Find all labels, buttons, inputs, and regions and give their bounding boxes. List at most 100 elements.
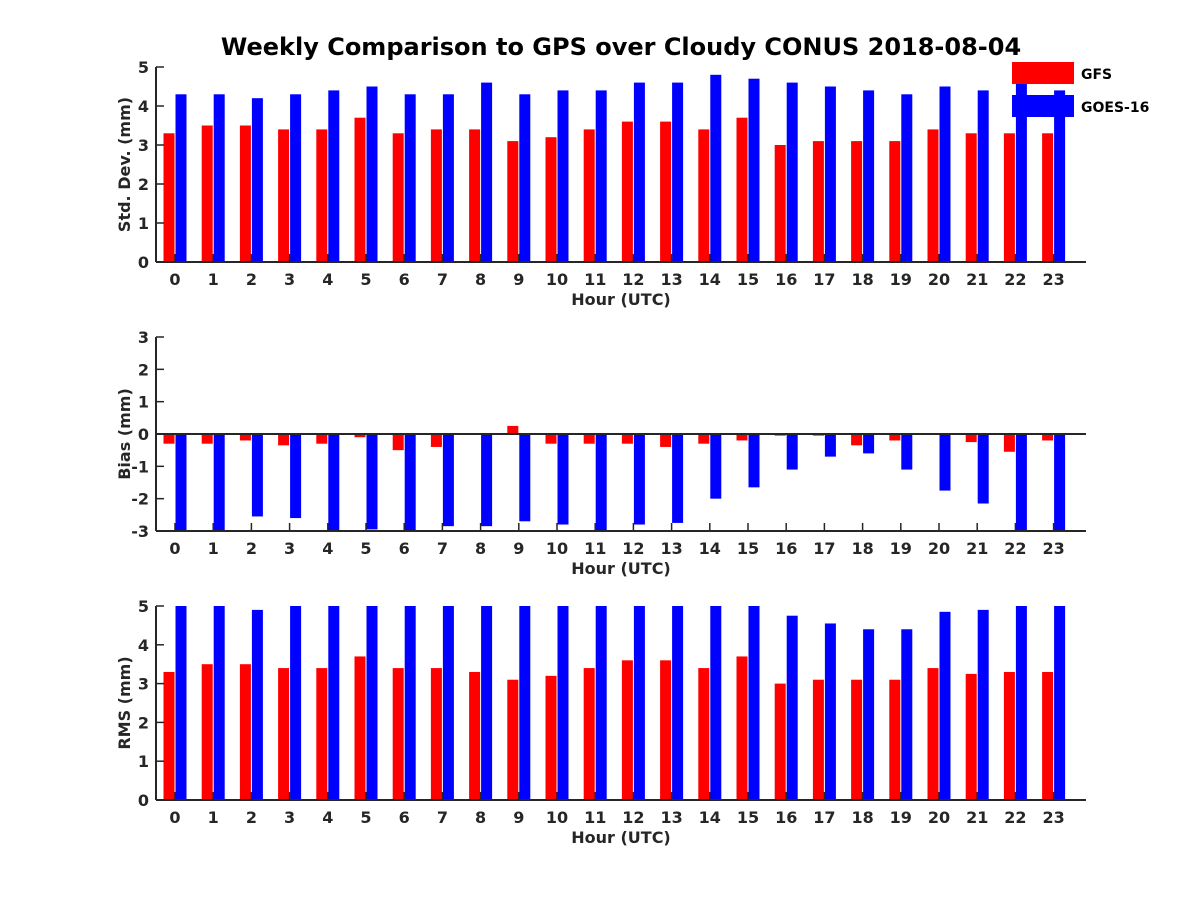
bar-goes-16-hour-19	[901, 629, 913, 800]
bar-goes-16-hour-16	[786, 82, 798, 262]
bar-goes-16-hour-8	[481, 434, 493, 527]
bar-gfs-hour-19	[889, 679, 901, 800]
x-tick-label: 0	[169, 539, 180, 558]
y-tick-label: 3	[138, 675, 149, 694]
bar-gfs-hour-10	[545, 675, 557, 800]
x-tick-label: 15	[737, 808, 759, 827]
bar-goes-16-hour-18	[863, 434, 875, 454]
bar-goes-16-hour-7	[442, 606, 454, 800]
x-tick-label: 23	[1042, 270, 1064, 289]
x-tick-label: 4	[322, 270, 333, 289]
bar-goes-16-hour-10	[557, 90, 569, 263]
bar-goes-16-hour-17	[824, 623, 836, 800]
bar-goes-16-hour-0	[175, 434, 187, 531]
bar-goes-16-hour-16	[786, 615, 798, 800]
bar-gfs-hour-10	[545, 137, 557, 262]
y-tick-label: -3	[131, 522, 149, 541]
x-tick-label: 3	[284, 270, 295, 289]
bar-goes-16-hour-14	[710, 74, 722, 262]
x-tick-label: 14	[699, 808, 721, 827]
bar-gfs-hour-3	[278, 434, 290, 446]
bar-gfs-hour-4	[316, 129, 328, 262]
x-tick-label: 3	[284, 808, 295, 827]
bar-gfs-hour-23	[1042, 434, 1054, 441]
x-tick-label: 16	[775, 270, 797, 289]
bar-goes-16-hour-5	[366, 606, 378, 800]
bar-goes-16-hour-8	[481, 606, 493, 800]
bar-gfs-hour-22	[1003, 671, 1015, 800]
bar-goes-16-hour-15	[748, 78, 760, 262]
bar-gfs-hour-0	[163, 434, 175, 444]
bar-goes-16-hour-9	[519, 606, 531, 800]
bar-goes-16-hour-11	[595, 90, 607, 263]
bar-goes-16-hour-5	[366, 434, 378, 530]
x-tick-label: 12	[622, 270, 644, 289]
x-tick-label: 16	[775, 808, 797, 827]
x-tick-label: 21	[966, 808, 988, 827]
x-tick-label: 1	[208, 808, 219, 827]
x-axis-label: Hour (UTC)	[571, 828, 671, 847]
bar-gfs-hour-16	[774, 683, 786, 800]
x-tick-label: 11	[584, 539, 606, 558]
bar-gfs-hour-4	[316, 668, 328, 800]
bar-goes-16-hour-16	[786, 434, 798, 470]
bar-gfs-hour-12	[621, 434, 633, 444]
y-tick-label: 5	[138, 597, 149, 616]
bar-goes-16-hour-10	[557, 434, 569, 525]
y-tick-label: -1	[131, 457, 149, 476]
x-tick-label: 10	[546, 539, 568, 558]
bar-goes-16-hour-20	[939, 434, 951, 491]
y-axis-label: Std. Dev. (mm)	[115, 97, 134, 232]
bar-goes-16-hour-7	[442, 434, 454, 527]
y-tick-label: 0	[138, 791, 149, 810]
x-tick-label: 20	[928, 270, 950, 289]
x-tick-label: 22	[1004, 270, 1026, 289]
bar-goes-16-hour-2	[251, 98, 263, 262]
x-tick-label: 6	[399, 808, 410, 827]
bar-goes-16-hour-4	[328, 606, 340, 800]
bar-gfs-hour-20	[927, 129, 939, 262]
x-tick-label: 19	[890, 539, 912, 558]
x-tick-label: 3	[284, 539, 295, 558]
bar-goes-16-hour-6	[404, 434, 416, 531]
bar-gfs-hour-14	[698, 434, 710, 444]
x-tick-label: 11	[584, 808, 606, 827]
x-tick-label: 8	[475, 808, 486, 827]
x-tick-label: 13	[660, 270, 682, 289]
bar-gfs-hour-3	[278, 129, 290, 262]
bar-gfs-hour-18	[851, 141, 863, 262]
y-tick-label: 2	[138, 175, 149, 194]
x-tick-label: 18	[851, 270, 873, 289]
x-tick-label: 9	[513, 270, 524, 289]
bar-gfs-hour-4	[316, 434, 328, 444]
bar-goes-16-hour-0	[175, 606, 187, 800]
bar-gfs-hour-23	[1042, 133, 1054, 262]
bar-goes-16-hour-19	[901, 94, 913, 262]
x-tick-label: 23	[1042, 808, 1064, 827]
bar-gfs-hour-5	[354, 117, 366, 262]
x-tick-label: 19	[890, 808, 912, 827]
x-axis-label: Hour (UTC)	[571, 559, 671, 578]
x-tick-label: 11	[584, 270, 606, 289]
bar-gfs-hour-18	[851, 679, 863, 800]
bar-gfs-hour-1	[201, 125, 213, 262]
bar-goes-16-hour-1	[213, 94, 225, 262]
bar-goes-16-hour-22	[1015, 606, 1027, 800]
bar-goes-16-hour-21	[977, 90, 989, 263]
y-tick-label: 0	[138, 425, 149, 444]
bar-gfs-hour-15	[736, 656, 748, 800]
bar-goes-16-hour-23	[1054, 90, 1066, 263]
x-tick-label: 21	[966, 270, 988, 289]
bar-gfs-hour-5	[354, 656, 366, 800]
y-tick-label: 1	[138, 214, 149, 233]
bar-gfs-hour-7	[430, 434, 442, 447]
bar-gfs-hour-1	[201, 434, 213, 444]
bar-goes-16-hour-11	[595, 606, 607, 800]
x-tick-label: 12	[622, 808, 644, 827]
x-tick-label: 17	[813, 539, 835, 558]
bar-goes-16-hour-14	[710, 434, 722, 499]
bar-gfs-hour-5	[354, 434, 366, 438]
bar-gfs-hour-2	[239, 664, 251, 800]
x-axis-label: Hour (UTC)	[571, 290, 671, 309]
